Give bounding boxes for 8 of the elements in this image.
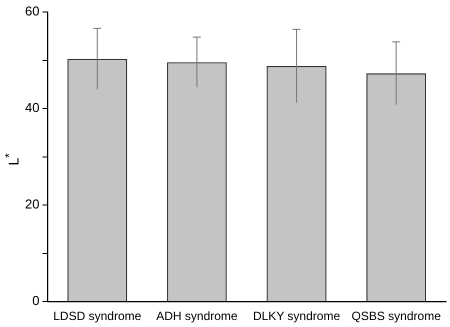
x-tick-label: LDSD syndrome [53,309,142,324]
x-tick-label: QSBS syndrome [351,309,442,324]
y-tick-label: 60 [24,4,40,19]
y-tick-label: 40 [24,100,40,116]
y-tick-label: 0 [32,293,40,308]
y-tick-label: 20 [24,196,40,212]
x-tick-label: DLKY syndrome [252,309,340,324]
x-tick-label: ADH syndrome [156,309,238,324]
